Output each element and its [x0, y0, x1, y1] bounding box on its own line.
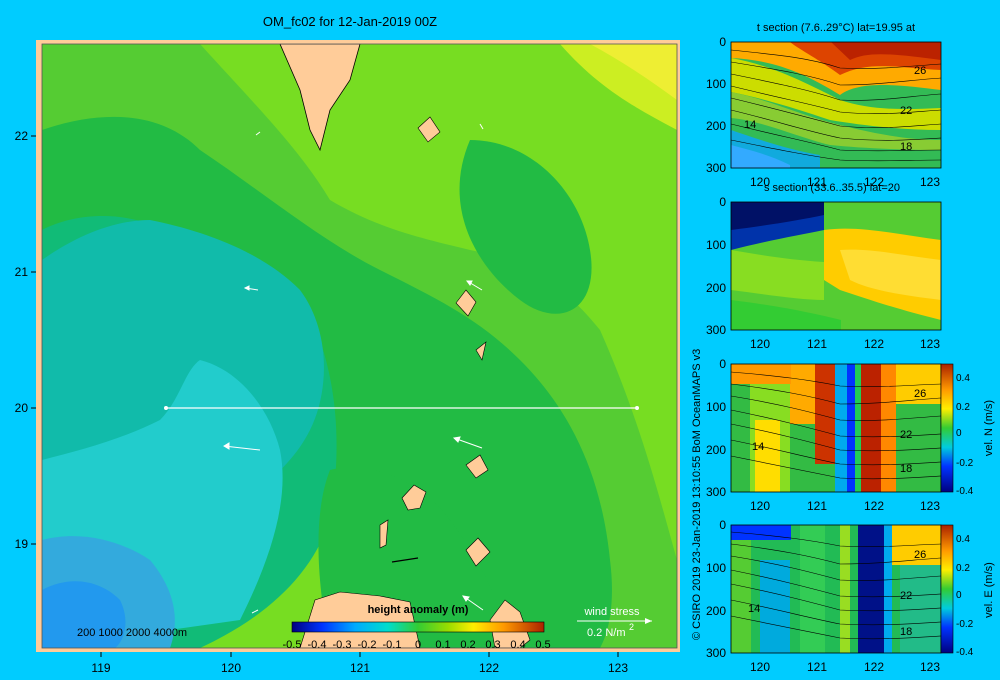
contour-label: 14 — [748, 603, 760, 615]
wind-scale-label: 0.2 N/m — [587, 627, 626, 639]
height-anomaly-colorbar — [291, 621, 545, 633]
svg-text:121: 121 — [807, 660, 827, 674]
svg-text:-0.4: -0.4 — [308, 639, 327, 651]
svg-text:122: 122 — [864, 175, 884, 189]
svg-text:0.4: 0.4 — [956, 373, 970, 384]
svg-text:-0.4: -0.4 — [956, 647, 974, 658]
svg-text:300: 300 — [706, 323, 726, 337]
svg-text:-0.5: -0.5 — [283, 639, 302, 651]
svg-text:100: 100 — [706, 77, 726, 91]
y-tick: 22 — [15, 129, 29, 143]
svg-text:300: 300 — [706, 646, 726, 660]
svg-text:-0.2: -0.2 — [358, 639, 377, 651]
x-tick: 121 — [350, 661, 370, 675]
svg-text:123: 123 — [920, 337, 940, 351]
contour-label: 14 — [744, 119, 756, 131]
svg-text:100: 100 — [706, 400, 726, 414]
svg-text:122: 122 — [864, 660, 884, 674]
contour-label: 14 — [752, 441, 764, 453]
svg-text:-0.2: -0.2 — [956, 458, 974, 469]
colorbar-ticks: -0.5 -0.4 -0.3 -0.2 -0.1 0 0.1 0.2 0.3 0… — [283, 639, 551, 651]
contour-label: 26 — [914, 549, 926, 561]
svg-text:0: 0 — [719, 35, 726, 49]
svg-text:0.2: 0.2 — [460, 639, 475, 651]
contour-label: 18 — [900, 463, 912, 475]
svg-text:122: 122 — [864, 499, 884, 513]
velocity-east-panel: 26 22 14 18 0.4 0.2 0 -0.2 -0.4 vel. E (… — [706, 518, 995, 674]
y-tick: 19 — [15, 537, 29, 551]
wind-scale-superscript: 2 — [629, 622, 634, 632]
contour-label: 22 — [900, 590, 912, 602]
y-tick: 21 — [15, 265, 29, 279]
svg-text:0.4: 0.4 — [510, 639, 525, 651]
panel-title: s section (33.6..35.5) lat=20 — [764, 182, 900, 194]
vel-e-colorbar — [940, 524, 954, 654]
svg-text:0: 0 — [719, 195, 726, 209]
vel-n-colorbar-label: vel. N (m/s) — [983, 400, 995, 456]
svg-text:121: 121 — [807, 337, 827, 351]
x-tick: 120 — [221, 661, 241, 675]
svg-text:200: 200 — [706, 281, 726, 295]
svg-text:0: 0 — [719, 518, 726, 532]
svg-text:120: 120 — [750, 660, 770, 674]
svg-text:123: 123 — [920, 499, 940, 513]
velocity-north-panel: 26 22 14 18 0.4 0.2 0 -0.2 -0.4 vel. N (… — [706, 357, 995, 513]
svg-text:121: 121 — [807, 175, 827, 189]
svg-text:300: 300 — [706, 485, 726, 499]
contour-label: 18 — [900, 626, 912, 638]
contour-label: 18 — [900, 141, 912, 153]
x-tick: 122 — [479, 661, 499, 675]
vel-e-colorbar-ticks: 0.4 0.2 0 -0.2 -0.4 — [956, 534, 974, 658]
svg-text:100: 100 — [706, 238, 726, 252]
vel-n-colorbar — [940, 363, 954, 493]
svg-text:0.4: 0.4 — [956, 534, 970, 545]
svg-text:-0.1: -0.1 — [383, 639, 402, 651]
svg-text:0: 0 — [415, 639, 421, 651]
height-anomaly-field — [42, 44, 677, 648]
svg-text:0: 0 — [719, 357, 726, 371]
salinity-section-panel: s section (33.6..35.5) lat=20 0 100 200 … — [706, 182, 942, 351]
temperature-section-panel: t section (7.6..29°C) lat=19.95 at — [706, 22, 942, 189]
svg-text:0: 0 — [956, 590, 962, 601]
svg-text:100: 100 — [706, 561, 726, 575]
svg-text:200: 200 — [706, 443, 726, 457]
contour-label: 22 — [900, 105, 912, 117]
svg-text:120: 120 — [750, 175, 770, 189]
vel-n-colorbar-ticks: 0.4 0.2 0 -0.2 -0.4 — [956, 373, 974, 497]
main-axis-ticks — [31, 135, 619, 657]
x-tick: 119 — [91, 661, 110, 675]
svg-text:-0.4: -0.4 — [956, 486, 974, 497]
contour-label: 26 — [914, 388, 926, 400]
svg-text:200: 200 — [706, 604, 726, 618]
svg-text:0.5: 0.5 — [535, 639, 550, 651]
svg-text:120: 120 — [750, 499, 770, 513]
x-tick: 123 — [608, 661, 628, 675]
svg-text:-0.3: -0.3 — [333, 639, 352, 651]
contour-label: 26 — [914, 65, 926, 77]
contour-label: 22 — [900, 429, 912, 441]
depth-legend: 200 1000 2000 4000m — [77, 627, 187, 639]
svg-text:121: 121 — [807, 499, 827, 513]
svg-text:-0.2: -0.2 — [956, 619, 974, 630]
svg-text:300: 300 — [706, 161, 726, 175]
svg-text:200: 200 — [706, 119, 726, 133]
svg-text:0.2: 0.2 — [956, 402, 970, 413]
svg-text:0.3: 0.3 — [485, 639, 500, 651]
wind-stress-label: wind stress — [583, 606, 640, 618]
colorbar-title: height anomaly (m) — [368, 604, 469, 616]
panel-title: t section (7.6..29°C) lat=19.95 at — [757, 22, 915, 34]
wind-stress-arrows — [223, 123, 484, 614]
svg-text:120: 120 — [750, 337, 770, 351]
svg-text:0.2: 0.2 — [956, 563, 970, 574]
svg-text:123: 123 — [920, 175, 940, 189]
svg-text:0.1: 0.1 — [435, 639, 450, 651]
svg-text:0: 0 — [956, 428, 962, 439]
copyright-text: © CSIRO 2019 23-Jan-2019 13:10:55 BoM Oc… — [691, 349, 703, 640]
svg-text:122: 122 — [864, 337, 884, 351]
y-tick: 20 — [15, 401, 29, 415]
svg-text:123: 123 — [920, 660, 940, 674]
map-title: OM_fc02 for 12-Jan-2019 00Z — [262, 14, 438, 29]
vel-e-colorbar-label: vel. E (m/s) — [983, 562, 995, 618]
